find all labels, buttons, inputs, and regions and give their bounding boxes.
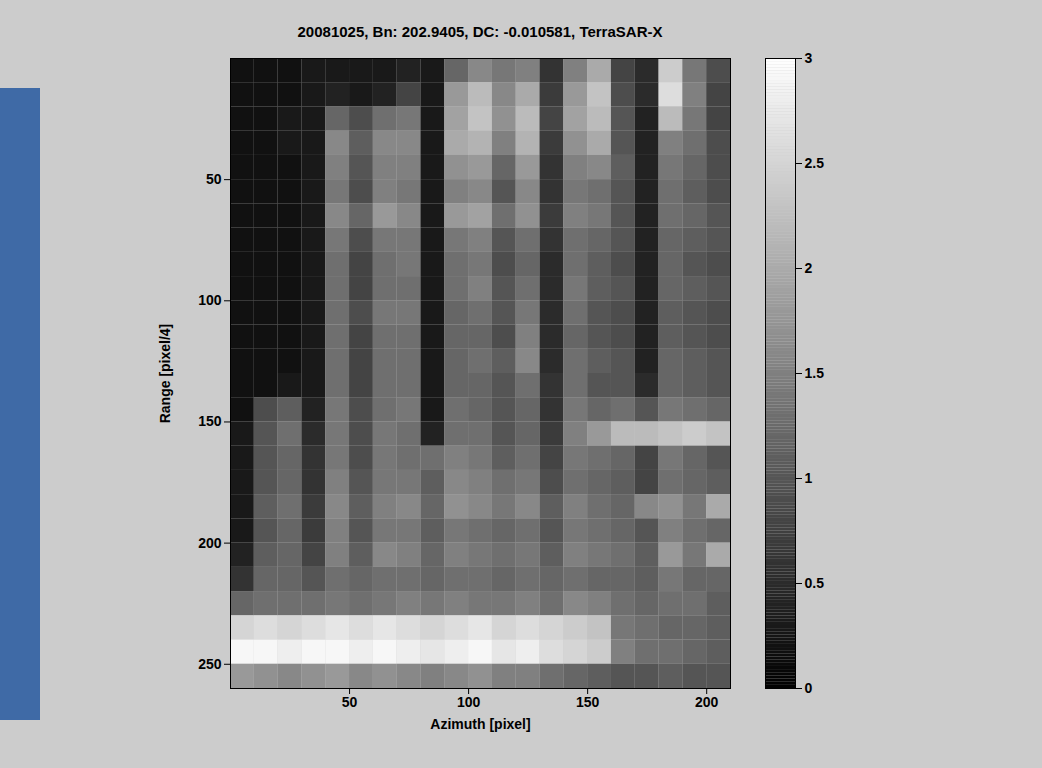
svg-text:1.5: 1.5 bbox=[805, 365, 825, 381]
svg-text:250: 250 bbox=[198, 656, 222, 672]
svg-text:100: 100 bbox=[457, 694, 481, 710]
svg-text:50: 50 bbox=[206, 171, 222, 187]
svg-text:150: 150 bbox=[576, 694, 600, 710]
svg-text:200: 200 bbox=[198, 535, 222, 551]
svg-text:100: 100 bbox=[198, 292, 222, 308]
svg-text:Range [pixel/4]: Range [pixel/4] bbox=[157, 324, 173, 424]
svg-text:2: 2 bbox=[805, 260, 813, 276]
svg-text:2.5: 2.5 bbox=[805, 155, 825, 171]
svg-text:1: 1 bbox=[805, 470, 813, 486]
svg-text:50: 50 bbox=[342, 694, 358, 710]
svg-text:150: 150 bbox=[198, 413, 222, 429]
svg-text:200: 200 bbox=[695, 694, 719, 710]
svg-text:0: 0 bbox=[805, 680, 813, 696]
html-text:20081025, Bn: 202.9405, DC: -0: 20081025, Bn: 202.9405, DC: -0.010581, T… bbox=[297, 23, 663, 40]
svg-text:0.5: 0.5 bbox=[805, 575, 825, 591]
svg-text:Azimuth [pixel]: Azimuth [pixel] bbox=[430, 716, 530, 732]
svg-text:3: 3 bbox=[805, 50, 813, 66]
